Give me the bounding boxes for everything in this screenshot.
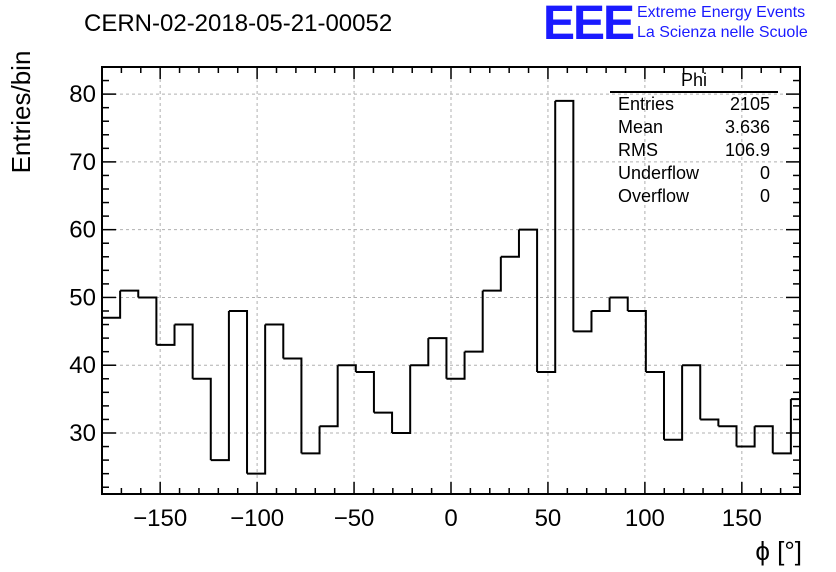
histogram-bin <box>247 324 267 475</box>
x-tick-label: 50 <box>535 505 562 532</box>
histogram-bin <box>301 426 321 455</box>
histogram-bin <box>102 290 122 319</box>
stats-row: Overflow 0 <box>610 185 778 208</box>
stats-value: 3.636 <box>724 117 770 137</box>
histogram-bin <box>627 310 647 372</box>
histogram-bin <box>555 99 575 332</box>
stats-row: Underflow 0 <box>610 162 778 185</box>
x-axis-label: ϕ [°] <box>755 536 802 566</box>
stats-label: Overflow <box>618 186 690 206</box>
histogram-bin <box>500 229 520 258</box>
histogram-bin <box>410 338 430 367</box>
histogram-bin <box>392 365 412 434</box>
histogram-bin <box>120 289 140 298</box>
stats-value: 0 <box>759 186 770 206</box>
histogram-bin <box>518 228 539 372</box>
y-axis-label: Entries/bin <box>6 51 36 174</box>
histogram-bin <box>283 357 303 454</box>
histogram-bin <box>772 399 792 455</box>
histogram-bins <box>102 99 800 475</box>
chart-title: CERN-02-2018-05-21-00052 <box>84 10 393 37</box>
histogram-bin <box>537 100 557 373</box>
histogram-bin <box>609 296 629 311</box>
logo-text-line2: La Scienza nelle Scuole <box>637 24 808 41</box>
y-tick-label: 70 <box>69 149 96 176</box>
histogram-bin <box>446 351 466 380</box>
y-tick-label: 80 <box>69 81 96 108</box>
stats-value: 2105 <box>729 94 770 114</box>
histogram-bin <box>319 365 339 428</box>
eee-logo: EEE <box>543 0 635 50</box>
histogram-bin <box>138 296 158 345</box>
histogram-bin <box>156 324 176 346</box>
histogram-bin <box>645 371 665 440</box>
y-tick-label: 50 <box>69 284 96 311</box>
histogram-bin <box>682 364 702 420</box>
y-tick-label: 30 <box>69 420 96 447</box>
stats-label: RMS <box>618 140 658 160</box>
grid-lines <box>102 67 800 494</box>
plot-frame <box>101 66 801 495</box>
axis-ticks: −150 −100 −50 0 50 100 150 30 40 50 60 70 80 <box>69 66 801 532</box>
histogram-bin <box>355 371 375 413</box>
stats-box: Phi Entries 2105 Mean 3.636 RMS 106.9 Un… <box>610 70 778 208</box>
histogram-bin <box>663 365 684 441</box>
stats-label: Underflow <box>618 163 700 183</box>
x-tick-label: −50 <box>334 505 375 532</box>
histogram-bin <box>718 425 738 447</box>
x-tick-label: 100 <box>625 505 665 532</box>
x-tick-label: 150 <box>722 505 762 532</box>
histogram-bin <box>373 411 394 433</box>
x-tick-label: −100 <box>230 505 284 532</box>
x-tick-label: −150 <box>133 505 187 532</box>
histogram-bin <box>210 311 230 462</box>
x-tick-label: 0 <box>444 505 457 532</box>
histogram-bin <box>192 377 212 461</box>
y-tick-label: 40 <box>69 352 96 379</box>
histogram-bin <box>591 297 611 312</box>
stats-label: Mean <box>618 117 664 137</box>
stats-title: Phi <box>610 70 778 93</box>
histogram-bin <box>428 337 448 379</box>
histogram-bin <box>573 311 593 333</box>
histogram-bin <box>736 426 756 448</box>
histogram-bin <box>265 323 285 359</box>
histogram-bin <box>174 323 194 379</box>
stats-value: 106.9 <box>724 140 770 160</box>
stats-label: Entries <box>618 94 675 114</box>
y-tick-label: 60 <box>69 217 96 244</box>
histogram-bin <box>700 418 720 427</box>
stats-row: RMS 106.9 <box>610 139 778 162</box>
histogram-bin <box>482 256 502 292</box>
histogram-bin <box>464 290 484 353</box>
logo-text-line1: Extreme Energy Events <box>637 4 806 21</box>
stats-row: Entries 2105 <box>610 93 778 116</box>
stats-value: 0 <box>759 163 770 183</box>
histogram-bin <box>754 425 774 454</box>
histogram-bin <box>337 364 357 372</box>
histogram-bin <box>228 310 249 474</box>
stats-row: Mean 3.636 <box>610 116 778 139</box>
